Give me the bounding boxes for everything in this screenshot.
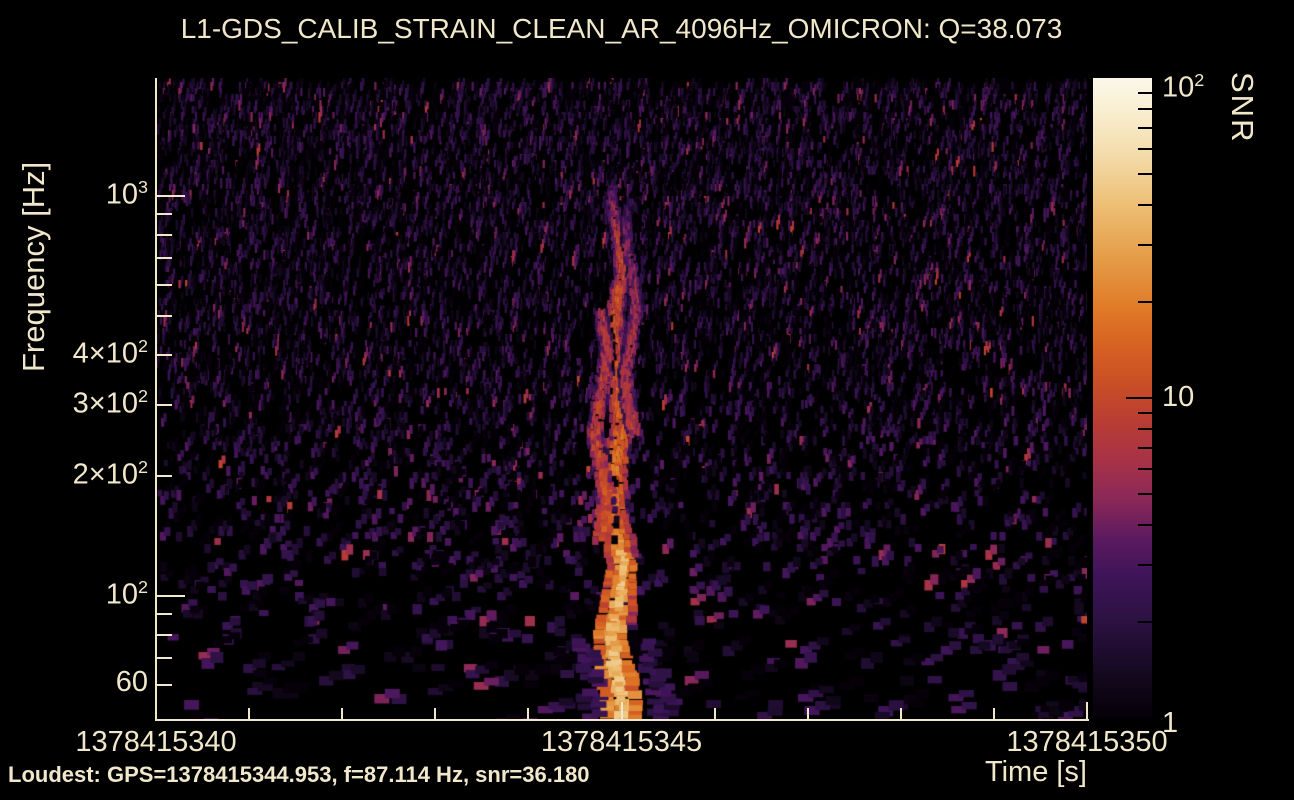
y-tick (157, 633, 172, 636)
colorbar-minor-tick (1138, 244, 1152, 247)
y-tick (157, 354, 172, 357)
x-tick (155, 702, 157, 719)
x-tick (434, 708, 437, 719)
colorbar-minor-tick (1138, 91, 1152, 94)
y-tick (157, 683, 172, 686)
x-tick (806, 708, 809, 719)
colorbar-minor-tick (1138, 126, 1152, 129)
x-tick (1086, 702, 1088, 719)
y-tick-label: 2×102 (72, 456, 148, 491)
colorbar-minor-tick (1138, 411, 1152, 414)
plot-title: L1-GDS_CALIB_STRAIN_CLEAN_AR_4096Hz_OMIC… (180, 13, 1063, 44)
x-tick-label: 1378415345 (540, 726, 703, 758)
x-tick-label: 1378415340 (75, 726, 237, 758)
x-tick (248, 708, 251, 719)
y-tick (157, 233, 172, 236)
x-tick-label: 1378415350 (1006, 726, 1168, 758)
x-tick (713, 708, 716, 719)
x-tick (992, 708, 995, 719)
colorbar-tick-label: 1 (1162, 707, 1179, 739)
colorbar-minor-tick (1138, 300, 1152, 303)
colorbar-minor-tick (1138, 493, 1152, 496)
colorbar-minor-tick (1138, 428, 1152, 430)
colorbar-tick-label: 102 (1162, 70, 1205, 104)
colorbar-minor-tick (1138, 620, 1152, 623)
y-tick-label: 60 (115, 665, 148, 698)
y-tick (157, 283, 172, 286)
y-tick (157, 194, 185, 197)
x-tick (527, 708, 530, 719)
y-tick-label: 102 (105, 577, 148, 611)
y-axis-line (155, 78, 157, 721)
x-tick (341, 708, 344, 719)
y-tick-label: 4×102 (72, 336, 148, 370)
colorbar-major-tick (1126, 397, 1152, 399)
colorbar-minor-tick (1138, 446, 1152, 449)
colorbar-minor-tick (1138, 108, 1152, 110)
x-axis-line (155, 719, 1089, 721)
x-tick (620, 702, 623, 719)
colorbar-tick-label: 10 (1162, 381, 1195, 413)
x-tick (899, 708, 902, 719)
colorbar-minor-tick (1138, 467, 1152, 470)
y-tick (157, 474, 172, 477)
colorbar-title: SNR (1225, 72, 1260, 144)
y-tick (157, 315, 172, 318)
colorbar-minor-tick (1138, 524, 1152, 527)
colorbar-minor-tick (1138, 204, 1152, 207)
y-tick (157, 404, 172, 407)
y-tick (157, 256, 172, 259)
y-tick (157, 595, 185, 598)
colorbar-minor-tick (1138, 564, 1152, 567)
loudest-event-caption: Loudest: GPS=1378415344.953, f=87.114 Hz… (8, 762, 590, 787)
colorbar-minor-tick (1138, 147, 1152, 150)
spectrogram-canvas (156, 78, 1087, 720)
y-tick-label: 103 (105, 176, 148, 211)
y-tick-label: 3×102 (72, 386, 148, 420)
y-tick (157, 213, 172, 216)
y-tick (157, 657, 172, 659)
colorbar-minor-tick (1138, 173, 1152, 176)
y-tick (157, 613, 172, 616)
x-axis-title: Time [s] (984, 756, 1087, 788)
